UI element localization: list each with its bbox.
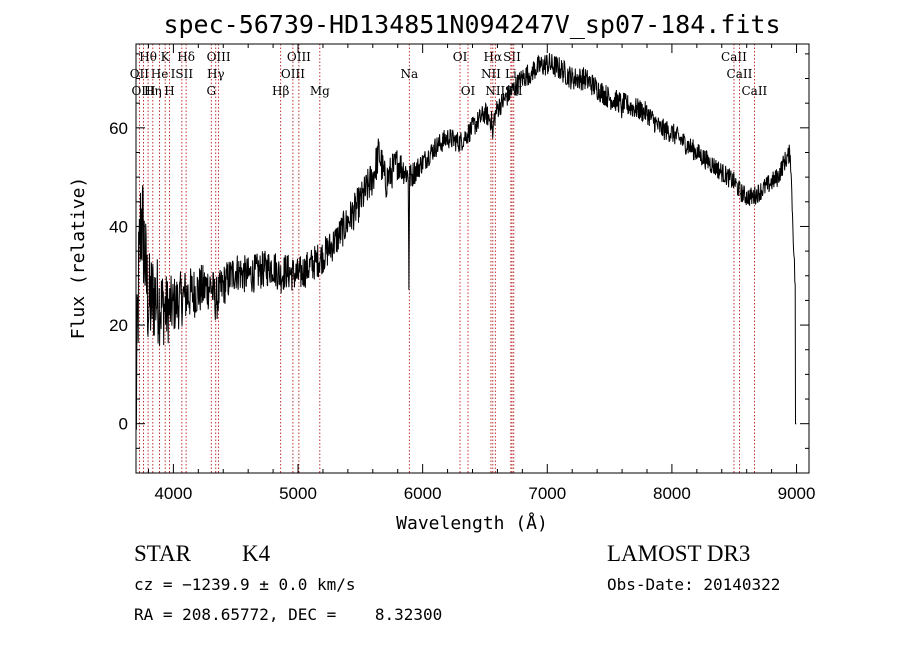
spectral-line-label: CaII bbox=[741, 84, 767, 98]
spectral-line-label: G bbox=[206, 84, 216, 98]
spectral-line-label: K bbox=[161, 50, 171, 64]
spectral-line-label: SII bbox=[503, 50, 521, 64]
y-axis-ticks: 0 20 40 60 bbox=[109, 53, 809, 449]
x-tick-label: 6000 bbox=[404, 484, 442, 503]
object-subclass: K4 bbox=[242, 541, 271, 566]
x-tick-label: 7000 bbox=[528, 484, 566, 503]
spectrum-series-line bbox=[135, 53, 797, 430]
spectral-line-label: He bbox=[151, 67, 169, 81]
chart-title: spec-56739-HD134851N094247V_sp07-184.fit… bbox=[163, 10, 780, 39]
redshift-velocity: cz = −1239.9 ± 0.0 km/s bbox=[134, 575, 356, 594]
spectral-line-label: CaII bbox=[721, 50, 747, 64]
spectral-line-label: CaII bbox=[727, 67, 753, 81]
x-tick-label: 5000 bbox=[279, 484, 317, 503]
spectral-line-label: OII bbox=[130, 67, 150, 81]
object-class: STAR bbox=[134, 541, 192, 566]
spectral-line-label: ISII bbox=[171, 67, 194, 81]
x-axis-ticks: 4000 5000 6000 7000 8000 9000 bbox=[147, 44, 816, 503]
y-axis-label: Flux (relative) bbox=[68, 177, 89, 340]
spectral-line-label: OI bbox=[453, 50, 468, 64]
spectral-line-label: OIII bbox=[131, 84, 155, 98]
spectral-line-label: NII bbox=[485, 84, 505, 98]
spectral-line-label: OIII bbox=[207, 50, 231, 64]
y-tick-label: 0 bbox=[119, 415, 128, 434]
survey-name: LAMOST DR3 bbox=[607, 541, 750, 566]
spectral-line-label: Hγ bbox=[207, 67, 225, 81]
x-tick-label: 4000 bbox=[154, 484, 192, 503]
spectral-line-label: OI bbox=[461, 84, 476, 98]
spectral-line-label: Hδ bbox=[177, 50, 195, 64]
observation-date: Obs-Date: 20140322 bbox=[607, 575, 780, 594]
spectral-line-label: Hα bbox=[484, 50, 503, 64]
x-tick-label: 8000 bbox=[653, 484, 691, 503]
spectral-line-label: Hθ bbox=[139, 50, 157, 64]
x-tick-label: 9000 bbox=[778, 484, 816, 503]
spectral-line-label: Li bbox=[505, 67, 517, 81]
y-tick-label: 60 bbox=[109, 119, 128, 138]
x-axis-label: Wavelength (Å) bbox=[396, 512, 548, 534]
spectral-line-markers: Hθ K Hδ OIII OIII OI Hα SII CaII OII He ISII Hγ OIII N… bbox=[130, 44, 768, 473]
spectral-line-label: NII bbox=[481, 67, 501, 81]
y-tick-label: 20 bbox=[109, 316, 128, 335]
spectral-line-label: OIII bbox=[287, 50, 311, 64]
y-tick-label: 40 bbox=[109, 217, 128, 236]
spectral-line-label: Hη bbox=[144, 84, 162, 98]
spectral-line-label: Na bbox=[400, 67, 418, 81]
coordinates: RA = 208.65772, DEC = 8.32300 bbox=[134, 605, 442, 624]
spectral-line-label: H bbox=[164, 84, 174, 98]
spectral-line-label: Hβ bbox=[272, 84, 289, 98]
spectral-line-label: Mg bbox=[310, 84, 330, 98]
spectral-line-label: OIII bbox=[281, 67, 305, 81]
